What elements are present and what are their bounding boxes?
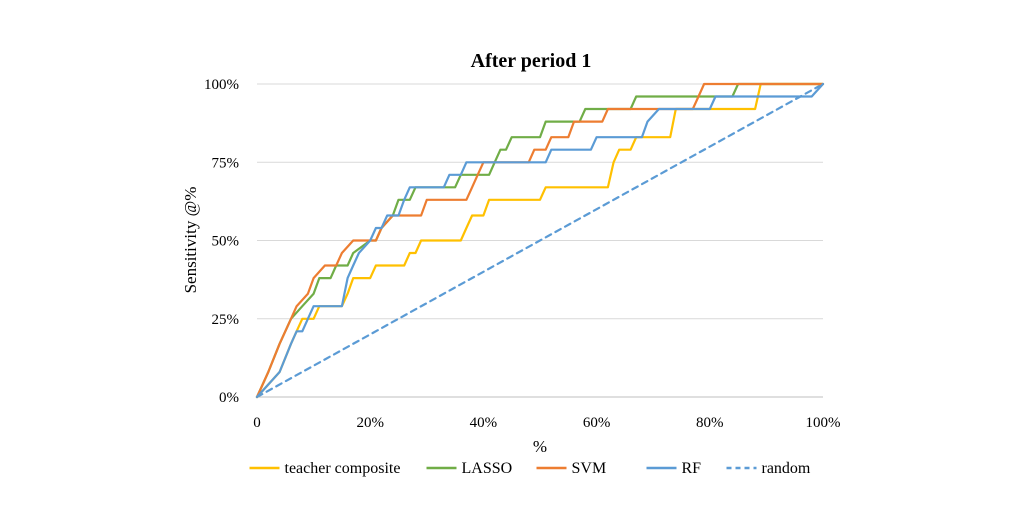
x-tick-label: 60% <box>583 415 611 431</box>
grid-lines <box>257 83 823 320</box>
legend-label: random <box>762 460 811 477</box>
y-tick-label: 75% <box>212 155 240 171</box>
legend-label: LASSO <box>462 460 513 477</box>
x-tick-label: 80% <box>696 415 724 431</box>
y-axis-title: Sensitivity @% <box>181 187 200 294</box>
series-line-lasso <box>255 82 825 399</box>
series-lines <box>255 82 825 399</box>
x-axis-title: % <box>533 437 547 456</box>
x-tick-label: 100% <box>806 415 841 431</box>
series-line-svm <box>255 82 825 399</box>
y-tick-label: 100% <box>204 77 239 93</box>
y-tick-label: 0% <box>219 390 239 406</box>
axes: 0% 25% 50% 75% 100% 0 20% 40% 60% 80% 100% <box>204 77 841 431</box>
legend-label: RF <box>682 460 702 477</box>
chart-title: After period 1 <box>471 50 592 72</box>
legend-label: teacher composite <box>285 460 401 477</box>
legend-item: random <box>726 460 811 477</box>
legend-item: LASSO <box>426 460 513 477</box>
y-tick-label: 50% <box>212 234 240 250</box>
legend-item: SVM <box>536 460 607 477</box>
x-tick-label: 20% <box>356 415 384 431</box>
series-line-random <box>255 82 825 399</box>
legend: teacher composite LASSO SVM RF random <box>249 460 811 477</box>
x-tick-label: 0 <box>253 415 261 431</box>
series-line-rf <box>255 82 825 399</box>
x-tick-label: 40% <box>470 415 498 431</box>
legend-label: SVM <box>572 460 607 477</box>
legend-item: teacher composite <box>249 460 401 477</box>
legend-item: RF <box>646 460 702 477</box>
y-tick-label: 25% <box>212 312 240 328</box>
